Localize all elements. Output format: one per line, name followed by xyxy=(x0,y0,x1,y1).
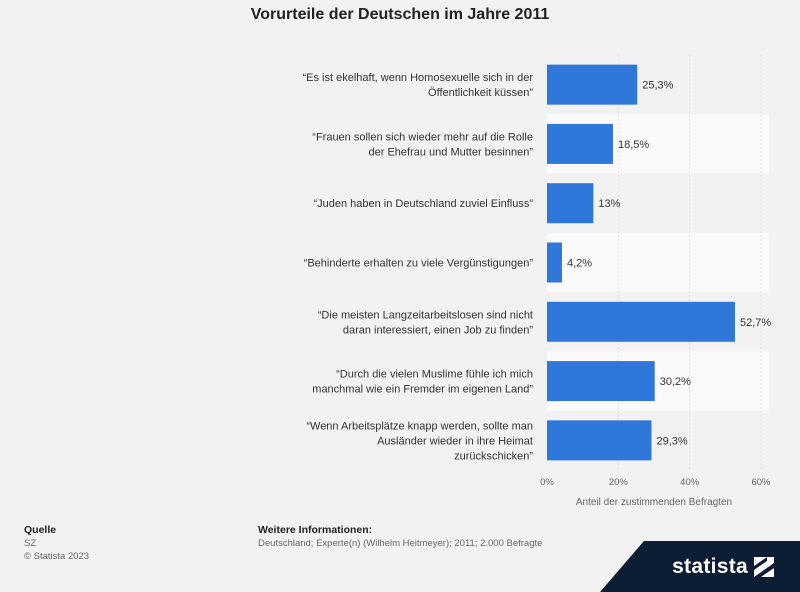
bar xyxy=(547,301,735,342)
bar xyxy=(547,183,594,224)
data-label: 13% xyxy=(598,198,620,210)
data-label: 4,2% xyxy=(567,258,592,270)
bar xyxy=(547,242,562,283)
x-axis-label: Anteil der zustimmenden Befragten xyxy=(576,497,732,508)
x-tick-label: 0% xyxy=(540,477,554,488)
category-label: “Juden haben in Deutschland zuviel Einfl… xyxy=(313,198,533,210)
source-value: SZ xyxy=(24,538,37,549)
info-text: Deutschland; Experte(n) (Wilhelm Heitmey… xyxy=(258,538,543,549)
row-background xyxy=(547,232,769,293)
category-label: “Durch die vielen Muslime fühle ich mich… xyxy=(312,369,533,396)
data-label: 18,5% xyxy=(618,139,649,151)
bar xyxy=(547,123,613,164)
x-tick-label: 60% xyxy=(751,477,771,488)
bar-chart: 0% 20% 40% 60% Anteil der zustimmenden Befra… xyxy=(303,55,771,508)
statista-logo-icon xyxy=(754,557,774,577)
category-label: “Es ist ekelhaft, wenn Homosexuelle sich… xyxy=(303,72,534,99)
data-label: 30,2% xyxy=(660,376,691,388)
x-tick-label: 20% xyxy=(609,477,629,488)
data-label: 52,7% xyxy=(740,317,771,329)
bar xyxy=(547,420,652,461)
source-label: Quelle xyxy=(24,524,57,536)
data-label: 25,3% xyxy=(642,80,673,92)
statista-logo[interactable]: statista xyxy=(672,555,748,578)
category-label: “Frauen sollen sich wieder mehr auf die … xyxy=(312,131,533,158)
bar xyxy=(547,64,638,105)
copyright-text: © Statista 2023 xyxy=(24,551,90,562)
category-label: “Wenn Arbeitsplätze knapp werden, sollte… xyxy=(306,420,533,462)
x-tick-label: 40% xyxy=(680,477,700,488)
info-label: Weitere Informationen: xyxy=(258,524,373,536)
bar xyxy=(547,361,655,402)
category-label: “Die meisten Langzeitarbeitslosen sind n… xyxy=(318,309,534,336)
chart-title: Vorurteile der Deutschen im Jahre 2011 xyxy=(250,6,550,23)
data-label: 29,3% xyxy=(657,435,688,447)
category-label: “Behinderte erhalten zu viele Vergünstig… xyxy=(304,258,534,270)
